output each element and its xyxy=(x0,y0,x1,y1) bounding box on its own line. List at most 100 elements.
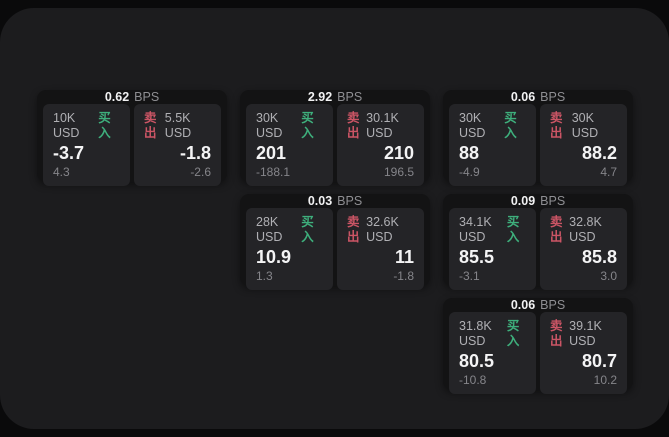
spread-header: 0.06 BPS xyxy=(443,90,633,104)
buy-price: 88 xyxy=(459,143,480,163)
sell-delta: -1.8 xyxy=(393,269,414,283)
sell-side-label: 卖出 xyxy=(144,111,157,140)
sell-tile[interactable]: 卖出 30K USD 88.2 4.7 xyxy=(540,104,627,186)
buy-delta: 4.3 xyxy=(53,165,70,179)
buy-side-label: 买入 xyxy=(506,319,520,348)
sell-side-label: 卖出 xyxy=(347,215,360,244)
sell-tile-top: 卖出 30.1K USD xyxy=(347,111,414,141)
sell-price: 210 xyxy=(383,143,414,163)
buy-size: 34.1K USD xyxy=(459,215,492,244)
sell-tile[interactable]: 卖出 32.6K USD 11 -1.8 xyxy=(337,208,424,290)
quote-card: 0.09 BPS 34.1K USD 买入 85.5 -3.1 卖出 32.8K… xyxy=(443,194,633,290)
spread-value: 0.06 xyxy=(510,90,536,104)
buy-size: 30K USD xyxy=(459,111,486,140)
sell-side-label: 卖出 xyxy=(347,111,360,140)
buy-side-label: 买入 xyxy=(301,111,314,140)
spread-unit-label: BPS xyxy=(540,194,566,208)
quote-tiles: 31.8K USD 买入 80.5 -10.8 卖出 39.1K USD 80.… xyxy=(443,312,633,400)
sell-tile-top: 卖出 30K USD xyxy=(550,111,617,141)
buy-size: 10K USD xyxy=(53,111,80,140)
spread-value: 0.09 xyxy=(510,194,536,208)
buy-price: 10.9 xyxy=(256,247,292,267)
sell-tile-top: 卖出 39.1K USD xyxy=(550,319,617,349)
spread-unit-label: BPS xyxy=(134,90,160,104)
spread-header: 0.09 BPS xyxy=(443,194,633,208)
buy-size: 30K USD xyxy=(256,111,283,140)
spread-header: 0.06 BPS xyxy=(443,298,633,312)
sell-delta: 10.2 xyxy=(593,373,617,387)
sell-tile[interactable]: 卖出 32.8K USD 85.8 3.0 xyxy=(540,208,627,290)
buy-side-label: 买入 xyxy=(301,215,314,244)
sell-price: -1.8 xyxy=(179,143,211,163)
spread-value: 0.62 xyxy=(104,90,130,104)
quote-tiles: 30K USD 买入 201 -188.1 卖出 30.1K USD 210 1… xyxy=(240,104,430,192)
quote-tiles: 34.1K USD 买入 85.5 -3.1 卖出 32.8K USD 85.8… xyxy=(443,208,633,296)
sell-tile-top: 卖出 32.6K USD xyxy=(347,215,414,245)
buy-tile-top: 31.8K USD 买入 xyxy=(459,319,526,349)
spread-unit-label: BPS xyxy=(337,90,363,104)
quote-card: 0.06 BPS 30K USD 买入 88 -4.9 卖出 30K USD 8… xyxy=(443,90,633,186)
sell-delta: 196.5 xyxy=(383,165,414,179)
sell-side-label: 卖出 xyxy=(550,111,563,140)
quote-tiles: 30K USD 买入 88 -4.9 卖出 30K USD 88.2 4.7 xyxy=(443,104,633,192)
buy-tile-top: 30K USD 买入 xyxy=(459,111,526,141)
sell-side-label: 卖出 xyxy=(550,215,563,244)
sell-tile-top: 卖出 32.8K USD xyxy=(550,215,617,245)
spread-value: 0.03 xyxy=(307,194,333,208)
sell-tile-top: 卖出 5.5K USD xyxy=(144,111,211,141)
quote-card: 0.06 BPS 31.8K USD 买入 80.5 -10.8 卖出 39.1… xyxy=(443,298,633,394)
buy-price: 85.5 xyxy=(459,247,495,267)
spread-value: 2.92 xyxy=(307,90,333,104)
buy-tile[interactable]: 30K USD 买入 88 -4.9 xyxy=(449,104,536,186)
buy-side-label: 买入 xyxy=(98,111,111,140)
buy-delta: -3.1 xyxy=(459,269,480,283)
buy-size: 28K USD xyxy=(256,215,283,244)
sell-side-label: 卖出 xyxy=(550,319,563,348)
app-window: 0.62 BPS 10K USD 买入 -3.7 4.3 卖出 5.5K USD… xyxy=(0,8,669,429)
buy-size: 31.8K USD xyxy=(459,319,492,348)
buy-tile[interactable]: 31.8K USD 买入 80.5 -10.8 xyxy=(449,312,536,394)
buy-tile[interactable]: 28K USD 买入 10.9 1.3 xyxy=(246,208,333,290)
quote-card: 0.62 BPS 10K USD 买入 -3.7 4.3 卖出 5.5K USD… xyxy=(37,90,227,186)
buy-delta: 1.3 xyxy=(256,269,273,283)
sell-delta: 3.0 xyxy=(600,269,617,283)
sell-size: 32.8K USD xyxy=(569,215,602,244)
quote-card: 2.92 BPS 30K USD 买入 201 -188.1 卖出 30.1K … xyxy=(240,90,430,186)
buy-tile[interactable]: 10K USD 买入 -3.7 4.3 xyxy=(43,104,130,186)
sell-tile[interactable]: 卖出 30.1K USD 210 196.5 xyxy=(337,104,424,186)
sell-delta: -2.6 xyxy=(190,165,211,179)
buy-tile-top: 30K USD 买入 xyxy=(256,111,323,141)
sell-size: 5.5K USD xyxy=(164,111,192,140)
sell-delta: 4.7 xyxy=(600,165,617,179)
spread-value: 0.06 xyxy=(510,298,536,312)
sell-price: 88.2 xyxy=(581,143,617,163)
buy-price: 80.5 xyxy=(459,351,495,371)
buy-tile[interactable]: 34.1K USD 买入 85.5 -3.1 xyxy=(449,208,536,290)
sell-size: 30K USD xyxy=(571,111,599,140)
buy-delta: -188.1 xyxy=(256,165,291,179)
buy-delta: -4.9 xyxy=(459,165,480,179)
buy-side-label: 买入 xyxy=(506,215,520,244)
sell-price: 85.8 xyxy=(581,247,617,267)
spread-header: 0.62 BPS xyxy=(37,90,227,104)
buy-tile-top: 10K USD 买入 xyxy=(53,111,120,141)
spread-unit-label: BPS xyxy=(540,298,566,312)
buy-tile-top: 28K USD 买入 xyxy=(256,215,323,245)
sell-tile[interactable]: 卖出 5.5K USD -1.8 -2.6 xyxy=(134,104,221,186)
buy-price: -3.7 xyxy=(53,143,85,163)
buy-tile-top: 34.1K USD 买入 xyxy=(459,215,526,245)
spread-unit-label: BPS xyxy=(337,194,363,208)
sell-size: 30.1K USD xyxy=(366,111,399,140)
spread-header: 0.03 BPS xyxy=(240,194,430,208)
sell-tile[interactable]: 卖出 39.1K USD 80.7 10.2 xyxy=(540,312,627,394)
buy-tile[interactable]: 30K USD 买入 201 -188.1 xyxy=(246,104,333,186)
sell-price: 80.7 xyxy=(581,351,617,371)
sell-size: 39.1K USD xyxy=(569,319,602,348)
buy-price: 201 xyxy=(256,143,287,163)
quote-tiles: 28K USD 买入 10.9 1.3 卖出 32.6K USD 11 -1.8 xyxy=(240,208,430,296)
buy-delta: -10.8 xyxy=(459,373,487,387)
sell-size: 32.6K USD xyxy=(366,215,399,244)
sell-price: 11 xyxy=(394,247,414,267)
spread-header: 2.92 BPS xyxy=(240,90,430,104)
